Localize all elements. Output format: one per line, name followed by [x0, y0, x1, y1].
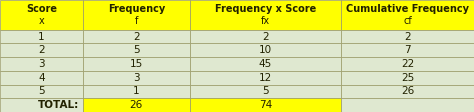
Bar — [341, 98, 474, 112]
Text: 2: 2 — [404, 32, 411, 42]
Bar — [341, 85, 474, 98]
Bar — [190, 85, 341, 98]
Text: 25: 25 — [401, 73, 414, 83]
Text: cf: cf — [403, 16, 412, 26]
Bar — [0, 57, 83, 71]
Text: 15: 15 — [130, 59, 143, 69]
Text: 10: 10 — [259, 45, 272, 55]
Bar — [341, 57, 474, 71]
Bar — [0, 0, 83, 30]
Text: 5: 5 — [133, 45, 139, 55]
Bar — [341, 0, 474, 30]
Bar — [83, 0, 190, 30]
Bar — [83, 57, 190, 71]
Text: 5: 5 — [262, 86, 269, 96]
Text: 7: 7 — [404, 45, 411, 55]
Text: 3: 3 — [38, 59, 45, 69]
Bar — [0, 30, 83, 43]
Bar — [83, 98, 190, 112]
Bar — [341, 43, 474, 57]
Bar — [0, 85, 83, 98]
Bar — [83, 71, 190, 85]
Text: 3: 3 — [133, 73, 139, 83]
Bar — [83, 30, 190, 43]
Bar — [341, 71, 474, 85]
Text: 1: 1 — [133, 86, 139, 96]
Bar — [83, 85, 190, 98]
Text: 4: 4 — [38, 73, 45, 83]
Text: 22: 22 — [401, 59, 414, 69]
Bar — [190, 71, 341, 85]
Text: 5: 5 — [38, 86, 45, 96]
Bar — [190, 98, 341, 112]
Text: Cumulative Frequency: Cumulative Frequency — [346, 4, 469, 14]
Text: 2: 2 — [133, 32, 139, 42]
Bar — [83, 43, 190, 57]
Text: f: f — [135, 16, 138, 26]
Text: 12: 12 — [259, 73, 272, 83]
Bar — [0, 43, 83, 57]
Bar — [0, 71, 83, 85]
Text: 2: 2 — [38, 45, 45, 55]
Bar — [190, 57, 341, 71]
Bar — [0, 98, 83, 112]
Bar — [190, 0, 341, 30]
Text: TOTAL:: TOTAL: — [38, 100, 79, 110]
Text: Frequency x Score: Frequency x Score — [215, 4, 316, 14]
Text: 26: 26 — [130, 100, 143, 110]
Text: 45: 45 — [259, 59, 272, 69]
Text: 1: 1 — [38, 32, 45, 42]
Text: 74: 74 — [259, 100, 272, 110]
Bar — [190, 43, 341, 57]
Text: Frequency: Frequency — [108, 4, 165, 14]
Text: x: x — [38, 16, 45, 26]
Text: 2: 2 — [262, 32, 269, 42]
Text: 26: 26 — [401, 86, 414, 96]
Bar — [190, 30, 341, 43]
Text: fx: fx — [261, 16, 270, 26]
Text: Score: Score — [26, 4, 57, 14]
Bar — [341, 30, 474, 43]
